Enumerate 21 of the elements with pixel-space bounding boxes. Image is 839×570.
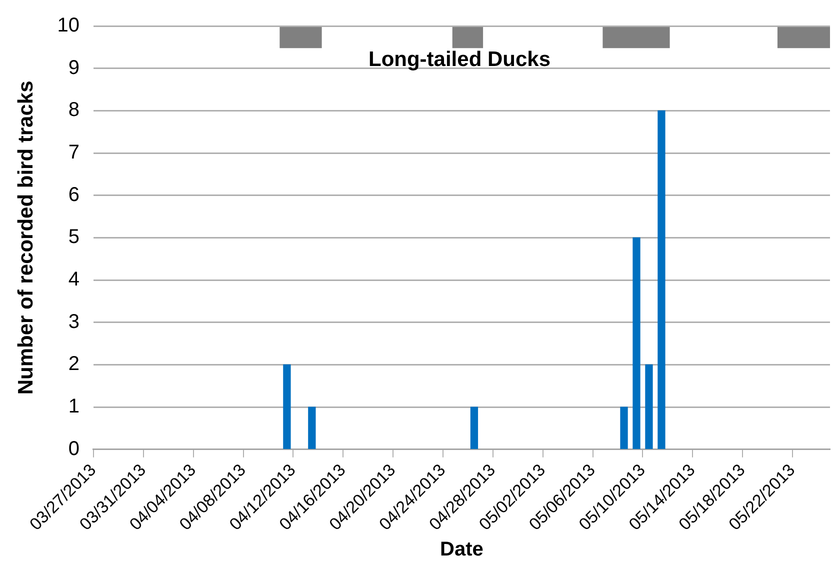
x-axis-title: Date xyxy=(440,538,484,561)
y-tick-label: 10 xyxy=(57,14,80,37)
bar xyxy=(308,406,316,449)
y-tick-label: 9 xyxy=(68,56,80,79)
y-tick-label: 7 xyxy=(68,142,80,164)
y-tick-label: 5 xyxy=(68,226,80,248)
bar xyxy=(620,406,628,449)
y-tick-label: 4 xyxy=(68,268,80,291)
text: Long-tailed Ducks xyxy=(368,48,551,71)
bar xyxy=(470,406,478,449)
y-tick-label: 8 xyxy=(68,99,80,122)
y-tick-label: 3 xyxy=(68,310,80,333)
bar xyxy=(283,364,291,449)
bar xyxy=(658,110,666,449)
y-tick-label: 0 xyxy=(68,438,80,460)
y-tick-label: 2 xyxy=(68,353,80,376)
bar xyxy=(632,237,640,449)
y-tick-label: 1 xyxy=(68,396,80,418)
y-axis-title: Number of recorded bird tracks xyxy=(14,80,38,395)
y-tick-label: 6 xyxy=(68,184,80,206)
bar xyxy=(645,364,653,449)
